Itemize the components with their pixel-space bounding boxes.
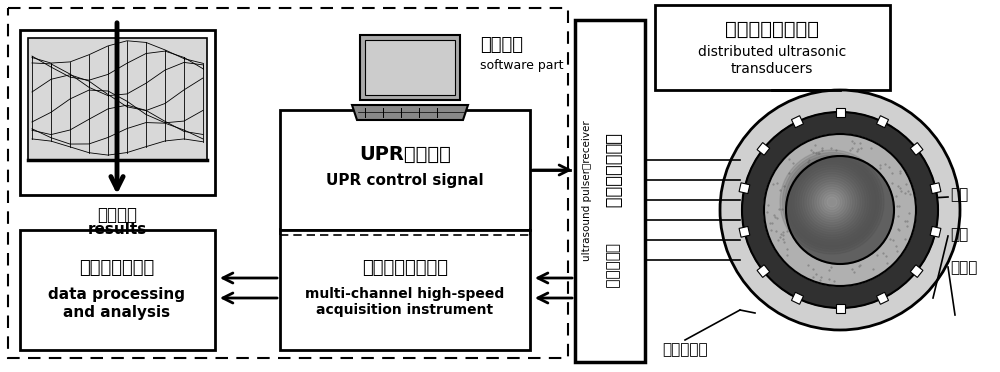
Polygon shape — [930, 227, 941, 237]
Text: results: results — [87, 222, 147, 237]
Text: acquisition instrument: acquisition instrument — [316, 303, 494, 317]
Polygon shape — [739, 183, 750, 193]
Text: distributed ultrasonic: distributed ultrasonic — [698, 45, 846, 59]
Bar — [28, 38, 207, 160]
Polygon shape — [836, 108, 844, 116]
Circle shape — [780, 150, 884, 254]
Text: UPR control signal: UPR control signal — [326, 173, 484, 187]
Circle shape — [820, 190, 844, 214]
Text: 转轴: 转轴 — [950, 187, 968, 202]
Bar — [575, 20, 645, 362]
Text: transducers: transducers — [731, 62, 813, 76]
Text: 多通道高速采集仪: 多通道高速采集仪 — [362, 259, 448, 277]
Text: 激励与接收: 激励与接收 — [662, 343, 708, 357]
Bar — [360, 35, 460, 100]
Circle shape — [817, 187, 847, 217]
Polygon shape — [910, 265, 923, 278]
Polygon shape — [877, 116, 889, 128]
Text: （超声卡）: （超声卡） — [604, 243, 620, 289]
Polygon shape — [910, 142, 923, 155]
Text: 轴瓦: 轴瓦 — [950, 228, 968, 243]
Polygon shape — [757, 265, 770, 278]
Text: ultrasound pulser／receiver: ultrasound pulser／receiver — [582, 121, 592, 262]
Circle shape — [822, 192, 842, 212]
Bar — [20, 230, 215, 350]
Circle shape — [797, 167, 867, 237]
Circle shape — [815, 185, 849, 219]
Polygon shape — [791, 116, 803, 128]
Bar — [8, 8, 568, 358]
Circle shape — [805, 175, 859, 229]
Circle shape — [782, 153, 882, 251]
Text: 结果显示: 结果显示 — [97, 206, 137, 224]
Bar — [365, 40, 455, 95]
Circle shape — [827, 197, 837, 207]
Text: 软件部分: 软件部分 — [480, 36, 523, 54]
Circle shape — [786, 156, 894, 264]
Circle shape — [742, 112, 938, 308]
Polygon shape — [877, 292, 889, 304]
Bar — [280, 110, 530, 230]
Circle shape — [787, 157, 877, 247]
Polygon shape — [739, 227, 750, 237]
Circle shape — [720, 90, 960, 330]
Text: 数据处理与分析: 数据处理与分析 — [79, 259, 155, 277]
Polygon shape — [836, 304, 844, 312]
Circle shape — [802, 172, 862, 232]
Text: software part: software part — [480, 58, 564, 71]
Circle shape — [792, 162, 872, 242]
Circle shape — [764, 134, 916, 286]
Text: UPR控制信号: UPR控制信号 — [359, 144, 451, 164]
Bar — [655, 5, 890, 90]
Polygon shape — [757, 142, 770, 155]
Text: multi-channel high-speed: multi-channel high-speed — [305, 287, 505, 301]
Circle shape — [812, 182, 852, 222]
Circle shape — [807, 177, 857, 227]
Bar — [20, 30, 215, 195]
Text: and analysis: and analysis — [63, 305, 171, 320]
Circle shape — [800, 170, 864, 234]
Circle shape — [795, 165, 869, 239]
Polygon shape — [791, 292, 803, 304]
Text: 轴承座: 轴承座 — [950, 260, 977, 276]
Polygon shape — [930, 183, 941, 193]
Circle shape — [785, 155, 879, 249]
Circle shape — [825, 195, 839, 209]
Text: 分布式超声传感器: 分布式超声传感器 — [725, 19, 819, 38]
Circle shape — [810, 180, 854, 224]
Circle shape — [790, 160, 874, 244]
Bar — [280, 230, 530, 350]
Text: 脉冲发生接收仪: 脉冲发生接收仪 — [603, 134, 621, 209]
Polygon shape — [352, 105, 468, 120]
Text: data processing: data processing — [48, 288, 186, 302]
